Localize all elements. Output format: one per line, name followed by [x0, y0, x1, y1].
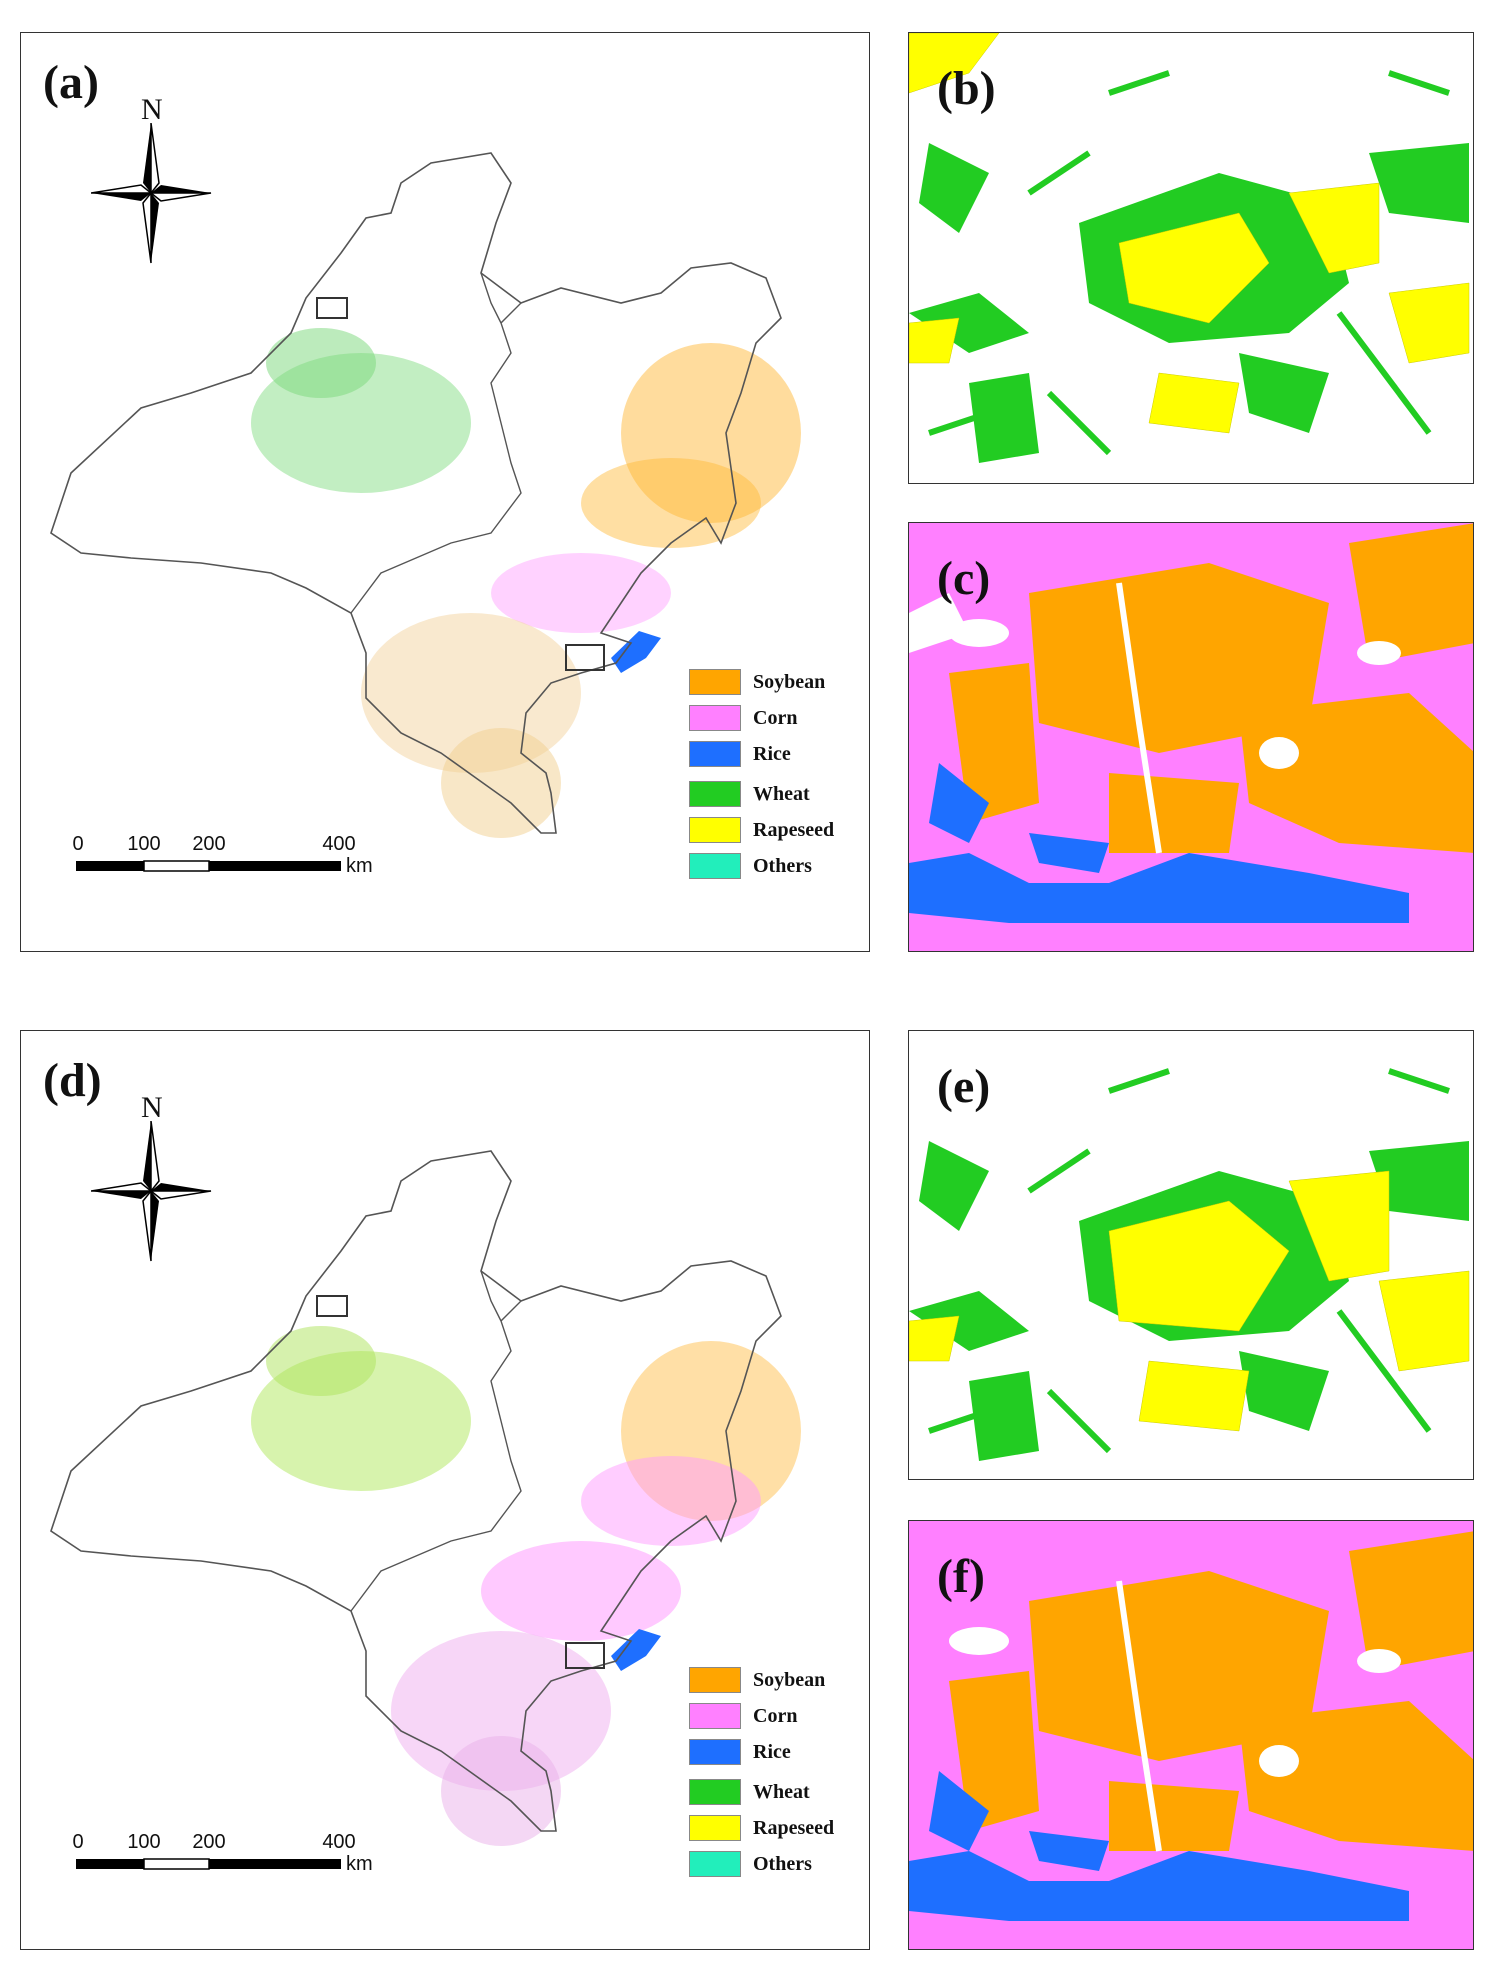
- scale-tick-200: 200: [192, 1831, 226, 1853]
- zoom-panel-e: (e): [908, 1030, 1474, 1480]
- scale-bar-graphic: [76, 860, 341, 872]
- panel-label-a: (a): [43, 56, 99, 109]
- panel-label-d: (d): [43, 1054, 102, 1107]
- scale-tick-100: 100: [127, 833, 161, 855]
- map-panel-a: (a) N 0 100 200 400 km Soybean Corn Rice…: [20, 32, 870, 952]
- legend-a: Soybean Corn Rice Wheat Rapeseed Others: [689, 669, 869, 879]
- legend-label: Corn: [753, 707, 798, 729]
- zoom-panel-b: (b): [908, 32, 1474, 484]
- legend-swatch: [689, 705, 741, 731]
- legend-label: Wheat: [753, 1781, 810, 1803]
- zoom-box-b-a[interactable]: [316, 297, 348, 319]
- scale-tick-400: 400: [322, 1831, 356, 1853]
- north-letter: N: [141, 93, 163, 126]
- scale-tick-400: 400: [322, 833, 356, 855]
- panel-label-f: (f): [937, 1550, 985, 1603]
- legend-label: Others: [753, 1853, 812, 1875]
- legend-swatch: [689, 1667, 741, 1693]
- zoom-box-e-d[interactable]: [316, 1295, 348, 1317]
- scale-tick-0: 0: [72, 833, 84, 855]
- legend-label: Rice: [753, 743, 791, 765]
- scale-unit: km: [346, 855, 373, 877]
- legend-swatch: [689, 669, 741, 695]
- legend-item-wheat: Wheat: [689, 781, 869, 807]
- scale-bar-graphic: [76, 1858, 341, 1870]
- legend-label: Rapeseed: [753, 819, 835, 841]
- compass-icon: [91, 1121, 212, 1262]
- north-arrow-a: N: [91, 93, 221, 273]
- legend-item-rapeseed: Rapeseed: [689, 817, 869, 843]
- province-boundary-d: [350, 1270, 522, 1612]
- crop-zoom-f: [909, 1521, 1473, 1949]
- zoom-panel-f: (f): [908, 1520, 1474, 1950]
- scale-tick-0: 0: [72, 1831, 84, 1853]
- panel-label-e: (e): [937, 1060, 991, 1113]
- region-map-a: [50, 152, 801, 838]
- legend-label: Corn: [753, 1705, 798, 1727]
- legend-label: Soybean: [753, 1669, 826, 1691]
- legend-d: Soybean Corn Rice Wheat Rapeseed Others: [689, 1667, 869, 1877]
- legend-swatch: [689, 1703, 741, 1729]
- legend-item-corn: Corn: [689, 705, 869, 731]
- crop-fill-d: [251, 1326, 801, 1846]
- crop-fill-a: [251, 328, 801, 838]
- legend-label: Rapeseed: [753, 1817, 835, 1839]
- panel-label-b: (b): [937, 62, 996, 115]
- scale-bar-d: 0 100 200 400 km: [72, 1831, 396, 1891]
- crop-zoom-c: [909, 523, 1473, 951]
- north-letter: N: [141, 1091, 163, 1124]
- region-boundary-d: [50, 1150, 782, 1832]
- legend-item-rice: Rice: [689, 741, 869, 767]
- legend-swatch: [689, 1739, 741, 1765]
- legend-swatch: [689, 817, 741, 843]
- zoom-box-c-a[interactable]: [565, 644, 605, 671]
- legend-swatch: [689, 741, 741, 767]
- legend-item-others: Others: [689, 853, 869, 879]
- legend-swatch: [689, 1779, 741, 1805]
- scale-tick-200: 200: [192, 833, 226, 855]
- region-map-d: [50, 1150, 801, 1846]
- legend-item-others: Others: [689, 1851, 869, 1877]
- legend-item-soybean: Soybean: [689, 1667, 869, 1693]
- legend-label: Others: [753, 855, 812, 877]
- north-arrow-d: N: [91, 1091, 221, 1271]
- legend-label: Rice: [753, 1741, 791, 1763]
- legend-label: Soybean: [753, 671, 826, 693]
- province-boundary-a: [350, 272, 522, 614]
- scale-unit: km: [346, 1853, 373, 1875]
- legend-item-wheat: Wheat: [689, 1779, 869, 1805]
- legend-swatch: [689, 1815, 741, 1841]
- region-boundary-a: [50, 152, 782, 834]
- panel-label-c: (c): [937, 552, 991, 605]
- compass-icon: [91, 123, 212, 264]
- legend-item-rice: Rice: [689, 1739, 869, 1765]
- map-panel-d: (d) N 0 100 200 400 km Soybean Corn Rice…: [20, 1030, 870, 1950]
- legend-label: Wheat: [753, 783, 810, 805]
- legend-swatch: [689, 1851, 741, 1877]
- legend-item-corn: Corn: [689, 1703, 869, 1729]
- scale-tick-100: 100: [127, 1831, 161, 1853]
- legend-item-soybean: Soybean: [689, 669, 869, 695]
- zoom-panel-c: (c): [908, 522, 1474, 952]
- zoom-box-f-d[interactable]: [565, 1642, 605, 1669]
- legend-swatch: [689, 781, 741, 807]
- legend-item-rapeseed: Rapeseed: [689, 1815, 869, 1841]
- crop-zoom-b: [909, 33, 1470, 463]
- crop-zoom-e: [909, 1068, 1470, 1461]
- legend-swatch: [689, 853, 741, 879]
- scale-bar-a: 0 100 200 400 km: [72, 833, 396, 893]
